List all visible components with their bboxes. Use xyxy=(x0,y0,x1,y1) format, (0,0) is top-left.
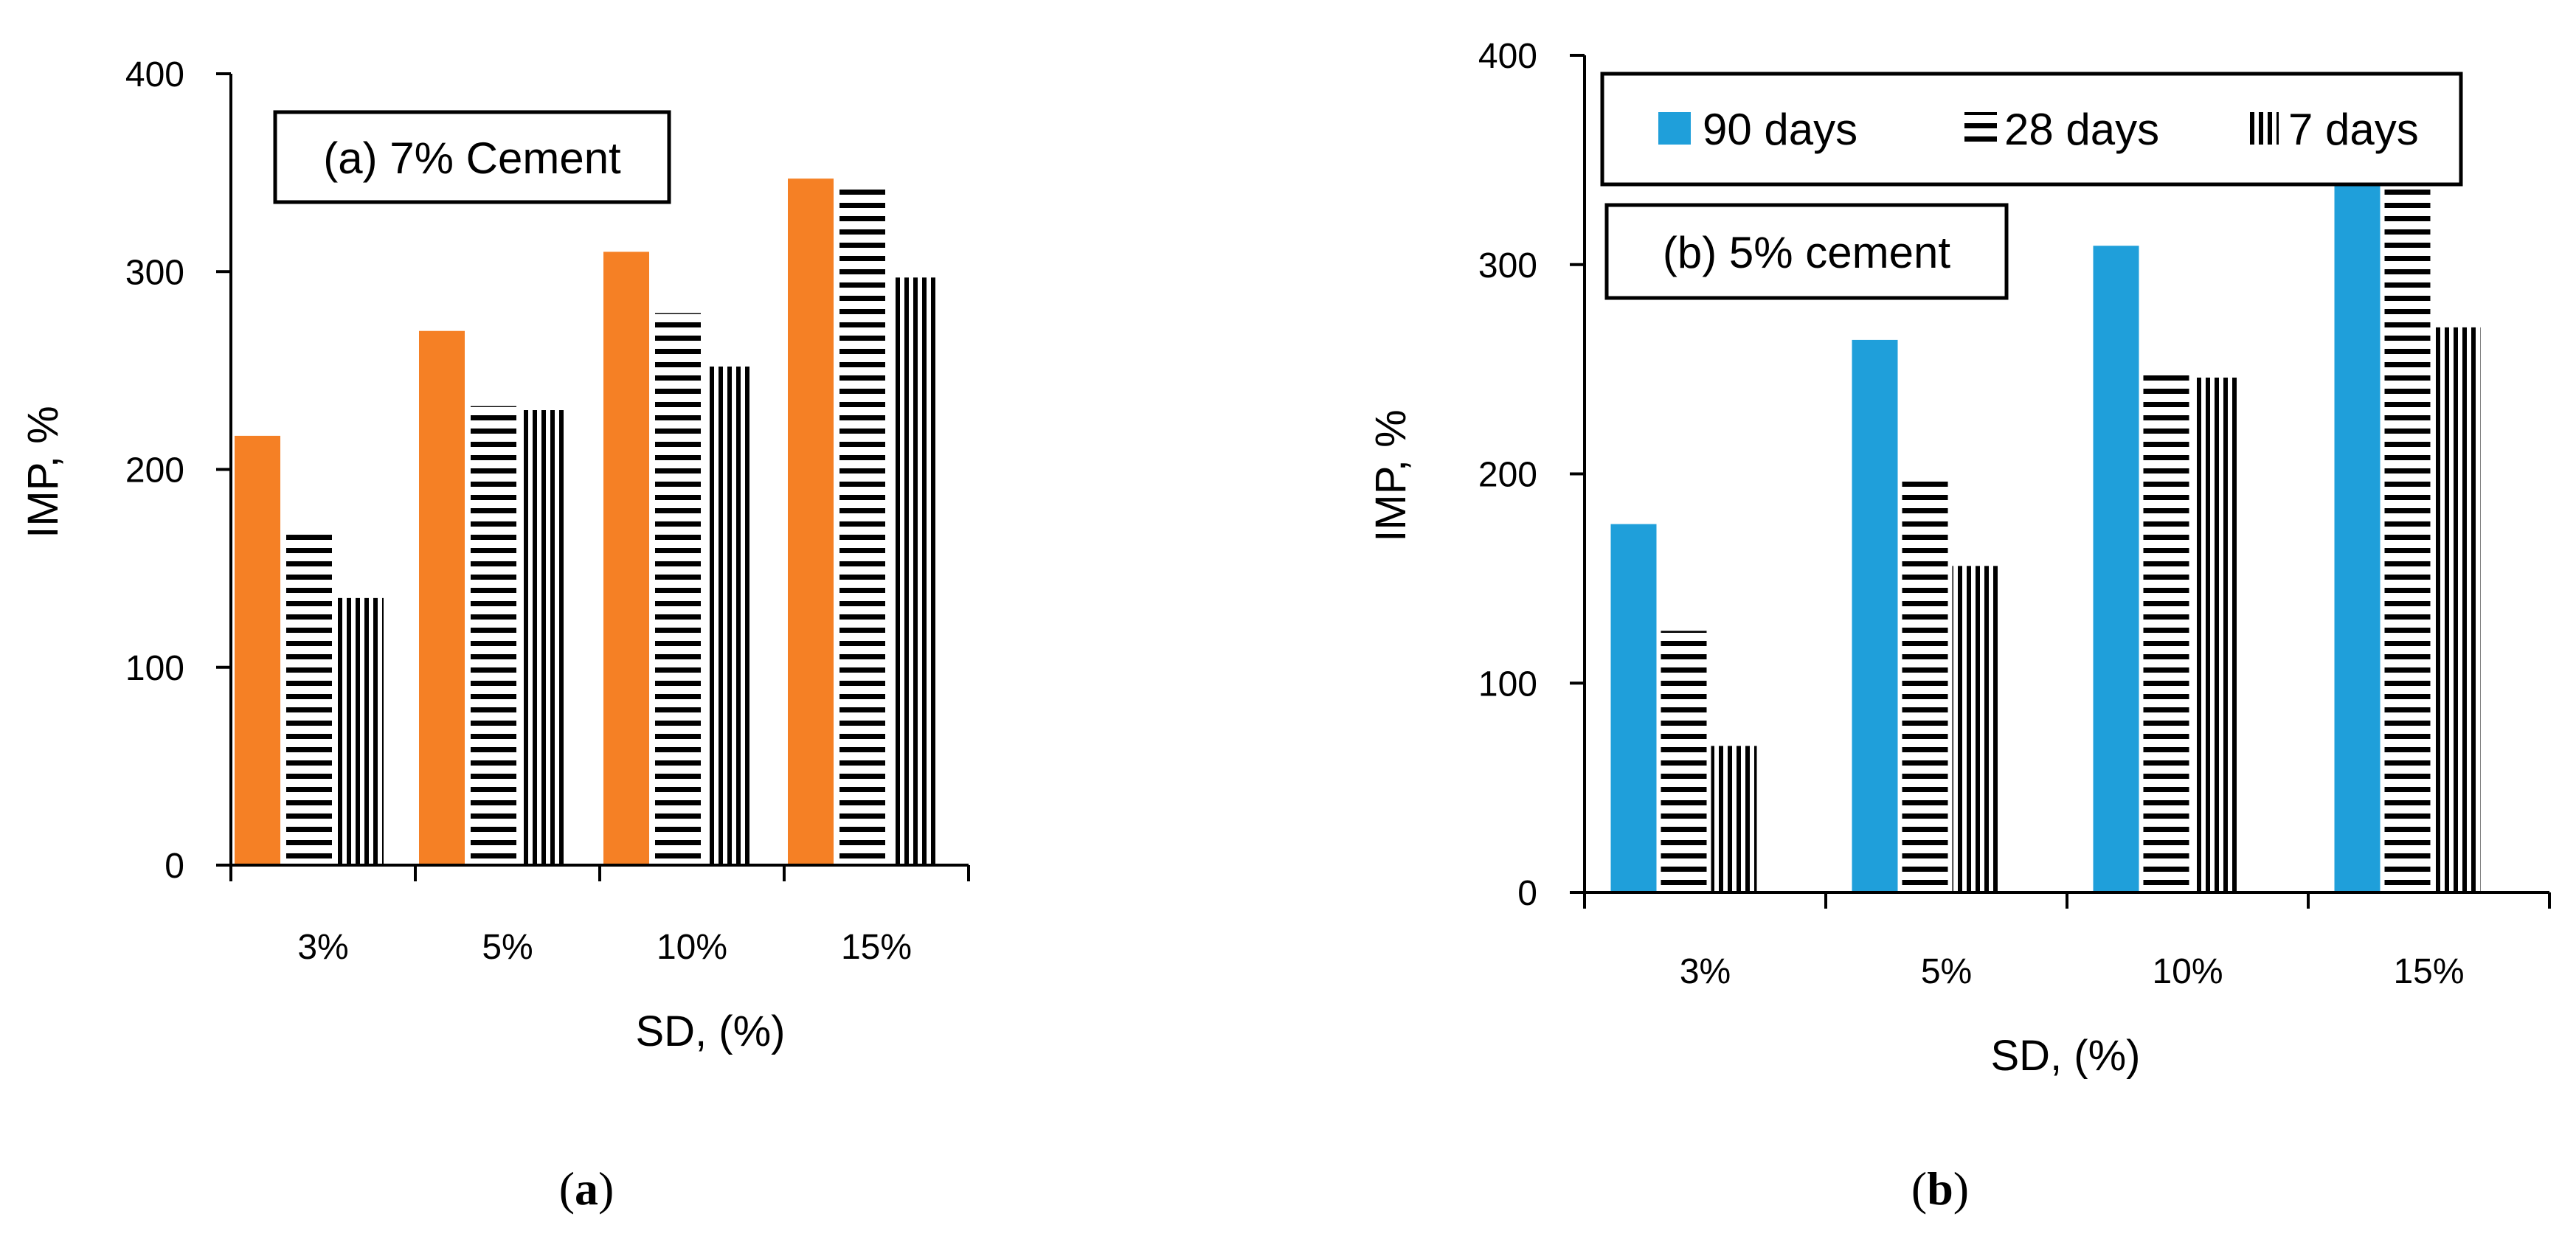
y-tick-label: 200 xyxy=(1478,456,1537,495)
legend-entry-90-days: 90 days xyxy=(1658,105,1857,154)
panel-label: (b) xyxy=(1911,1162,1969,1215)
y-tick-label: 100 xyxy=(125,649,184,688)
y-tick-label: 300 xyxy=(125,253,184,292)
y-tick-label: 0 xyxy=(1517,874,1537,913)
bars-group xyxy=(1610,181,2481,893)
bar-7-days-15 xyxy=(2434,327,2481,892)
y-tick-labels: 0 100 200 300 400 xyxy=(125,55,184,886)
bar-7-days-5 xyxy=(1952,566,1998,892)
bar-7-days-3 xyxy=(338,597,384,865)
y-tick-label: 400 xyxy=(1478,37,1537,76)
bar-90-days-10 xyxy=(603,251,649,865)
bar-28-days-3 xyxy=(286,535,332,865)
x-tick-labels: 3% 5% 10% 15% xyxy=(1680,952,2465,991)
y-tick-label: 0 xyxy=(165,847,184,886)
legend-swatch-vertical xyxy=(2246,112,2279,145)
y-axis-title: IMP, % xyxy=(19,406,67,538)
y-tick-labels: 0 100 200 300 400 xyxy=(1478,37,1537,913)
axes-group xyxy=(216,72,970,881)
bars-group xyxy=(235,178,937,866)
legend-swatch-solid xyxy=(1658,112,1691,145)
y-tick-label: 300 xyxy=(1478,246,1537,285)
bar-28-days-5 xyxy=(1902,480,1948,892)
legend-label: 7 days xyxy=(2288,105,2419,154)
x-tick-label: 10% xyxy=(657,928,727,967)
bar-90-days-5 xyxy=(419,330,465,866)
bar-28-days-5 xyxy=(471,406,516,865)
bar-90-days-5 xyxy=(1852,339,1898,892)
bar-7-days-10 xyxy=(707,367,752,865)
panel-label: (a) xyxy=(559,1162,614,1215)
bar-7-days-3 xyxy=(1711,746,1757,892)
x-tick-label: 10% xyxy=(2152,952,2223,991)
bar-28-days-15 xyxy=(839,186,885,866)
x-tick-label: 3% xyxy=(1680,952,1731,991)
bar-90-days-10 xyxy=(2093,246,2139,892)
x-tick-label: 15% xyxy=(2393,952,2464,991)
legend-label: 90 days xyxy=(1703,105,1857,154)
x-axis-title: SD, (%) xyxy=(636,1007,786,1055)
bar-90-days-15 xyxy=(2334,181,2381,892)
legend: 90 days 28 days 7 days xyxy=(1600,72,2463,187)
x-tick-label: 3% xyxy=(297,928,348,967)
bar-28-days-15 xyxy=(2384,181,2431,892)
bar-7-days-15 xyxy=(891,277,937,865)
legend-swatch-horizontal xyxy=(1964,112,1997,145)
legend-label: 28 days xyxy=(2004,105,2159,154)
bar-28-days-10 xyxy=(655,313,701,865)
panel-letter: a xyxy=(575,1162,598,1215)
axes-group xyxy=(1570,54,2551,909)
bar-7-days-5 xyxy=(522,410,568,865)
svg-text:(b): (b) xyxy=(1911,1162,1969,1215)
bar-28-days-3 xyxy=(1661,631,1707,892)
legend-entry-7-days: 7 days xyxy=(2246,105,2419,154)
bar-28-days-10 xyxy=(2143,373,2189,892)
annotation-text: (b) 5% cement xyxy=(1663,228,1950,277)
y-axis-title: IMP, % xyxy=(1367,409,1415,541)
x-tick-label: 15% xyxy=(841,928,912,967)
x-axis-title: SD, (%) xyxy=(1991,1032,2141,1080)
bar-7-days-10 xyxy=(2193,377,2240,893)
x-tick-label: 5% xyxy=(1921,952,1972,991)
y-tick-label: 400 xyxy=(125,55,184,94)
bar-90-days-3 xyxy=(1610,524,1657,892)
y-tick-label: 200 xyxy=(125,451,184,490)
annotation-box: (b) 5% cement xyxy=(1604,203,2009,300)
panel-letter: b xyxy=(1927,1162,1953,1215)
bar-90-days-15 xyxy=(788,178,834,866)
annotation-box: (a) 7% Cement xyxy=(273,110,671,204)
svg-text:(a): (a) xyxy=(559,1162,614,1215)
y-tick-label: 100 xyxy=(1478,665,1537,704)
bar-90-days-3 xyxy=(235,435,280,865)
legend-entry-28-days: 28 days xyxy=(1964,105,2159,154)
annotation-text: (a) 7% Cement xyxy=(323,133,621,183)
x-tick-labels: 3% 5% 10% 15% xyxy=(297,928,912,967)
x-tick-label: 5% xyxy=(482,928,533,967)
